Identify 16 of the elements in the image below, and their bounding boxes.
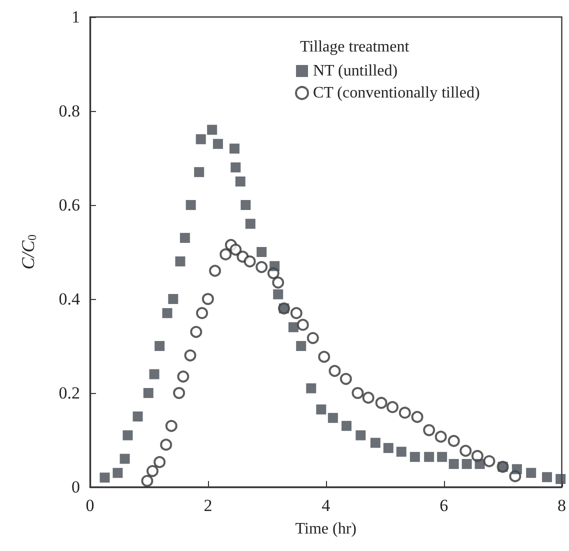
- x-tick-label: 0: [86, 496, 94, 515]
- y-tick-label: 0.8: [58, 102, 80, 120]
- legend-label: CT (conventionally tilled): [313, 84, 480, 102]
- x-tick-label: 8: [558, 496, 566, 515]
- y-tick-label: 0.2: [58, 384, 80, 402]
- x-tick-label: 2: [204, 496, 212, 515]
- y-tick-label: 1: [72, 8, 80, 26]
- y-tick-label: 0: [72, 478, 80, 496]
- legend-title: Tillage treatment: [300, 38, 410, 56]
- y-tick-label: 0.4: [58, 290, 80, 308]
- x-tick-label: 6: [440, 496, 448, 515]
- y-axis-title: C/C0: [18, 234, 39, 270]
- x-axis-title: Time (hr): [295, 520, 356, 538]
- y-tick-label: 0.6: [58, 196, 80, 214]
- legend-label: NT (untilled): [313, 62, 398, 80]
- x-tick-label: 4: [322, 496, 331, 515]
